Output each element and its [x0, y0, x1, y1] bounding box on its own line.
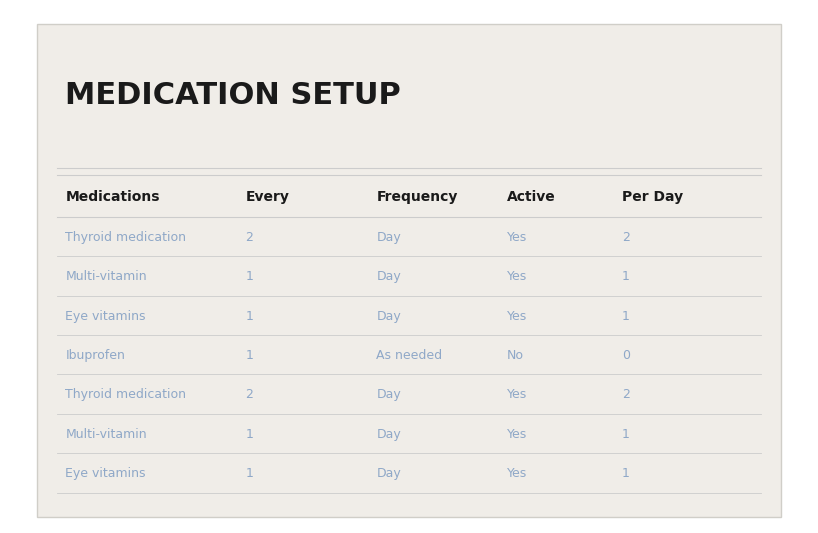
Text: 1: 1	[245, 349, 254, 362]
Text: As needed: As needed	[376, 349, 443, 362]
Text: Frequency: Frequency	[376, 190, 457, 204]
Text: Every: Every	[245, 190, 290, 204]
Text: 2: 2	[622, 389, 630, 401]
Text: Eye vitamins: Eye vitamins	[65, 467, 146, 480]
Text: Medications: Medications	[65, 190, 160, 204]
Text: 1: 1	[245, 428, 254, 441]
Text: Yes: Yes	[507, 467, 528, 480]
Text: Yes: Yes	[507, 310, 528, 322]
Text: 2: 2	[245, 389, 254, 401]
Text: 0: 0	[622, 349, 630, 362]
Text: Ibuprofen: Ibuprofen	[65, 349, 125, 362]
Text: Day: Day	[376, 270, 401, 283]
Text: Yes: Yes	[507, 270, 528, 283]
Text: No: No	[507, 349, 524, 362]
Text: Eye vitamins: Eye vitamins	[65, 310, 146, 322]
Text: Active: Active	[507, 190, 556, 204]
Text: MEDICATION SETUP: MEDICATION SETUP	[65, 82, 401, 110]
Text: Day: Day	[376, 467, 401, 480]
Text: 1: 1	[245, 270, 254, 283]
Text: Yes: Yes	[507, 231, 528, 244]
Text: Thyroid medication: Thyroid medication	[65, 231, 187, 244]
Text: 1: 1	[622, 467, 630, 480]
Text: 1: 1	[622, 310, 630, 322]
Text: 2: 2	[245, 231, 254, 244]
Text: 1: 1	[245, 310, 254, 322]
Text: Day: Day	[376, 231, 401, 244]
Text: 1: 1	[622, 428, 630, 441]
Text: Thyroid medication: Thyroid medication	[65, 389, 187, 401]
Text: Per Day: Per Day	[622, 190, 683, 204]
Text: Day: Day	[376, 389, 401, 401]
Text: Multi-vitamin: Multi-vitamin	[65, 270, 147, 283]
Text: Day: Day	[376, 428, 401, 441]
Text: 2: 2	[622, 231, 630, 244]
Text: Yes: Yes	[507, 428, 528, 441]
Text: Day: Day	[376, 310, 401, 322]
Text: 1: 1	[245, 467, 254, 480]
Text: Yes: Yes	[507, 389, 528, 401]
Text: Multi-vitamin: Multi-vitamin	[65, 428, 147, 441]
Text: 1: 1	[622, 270, 630, 283]
